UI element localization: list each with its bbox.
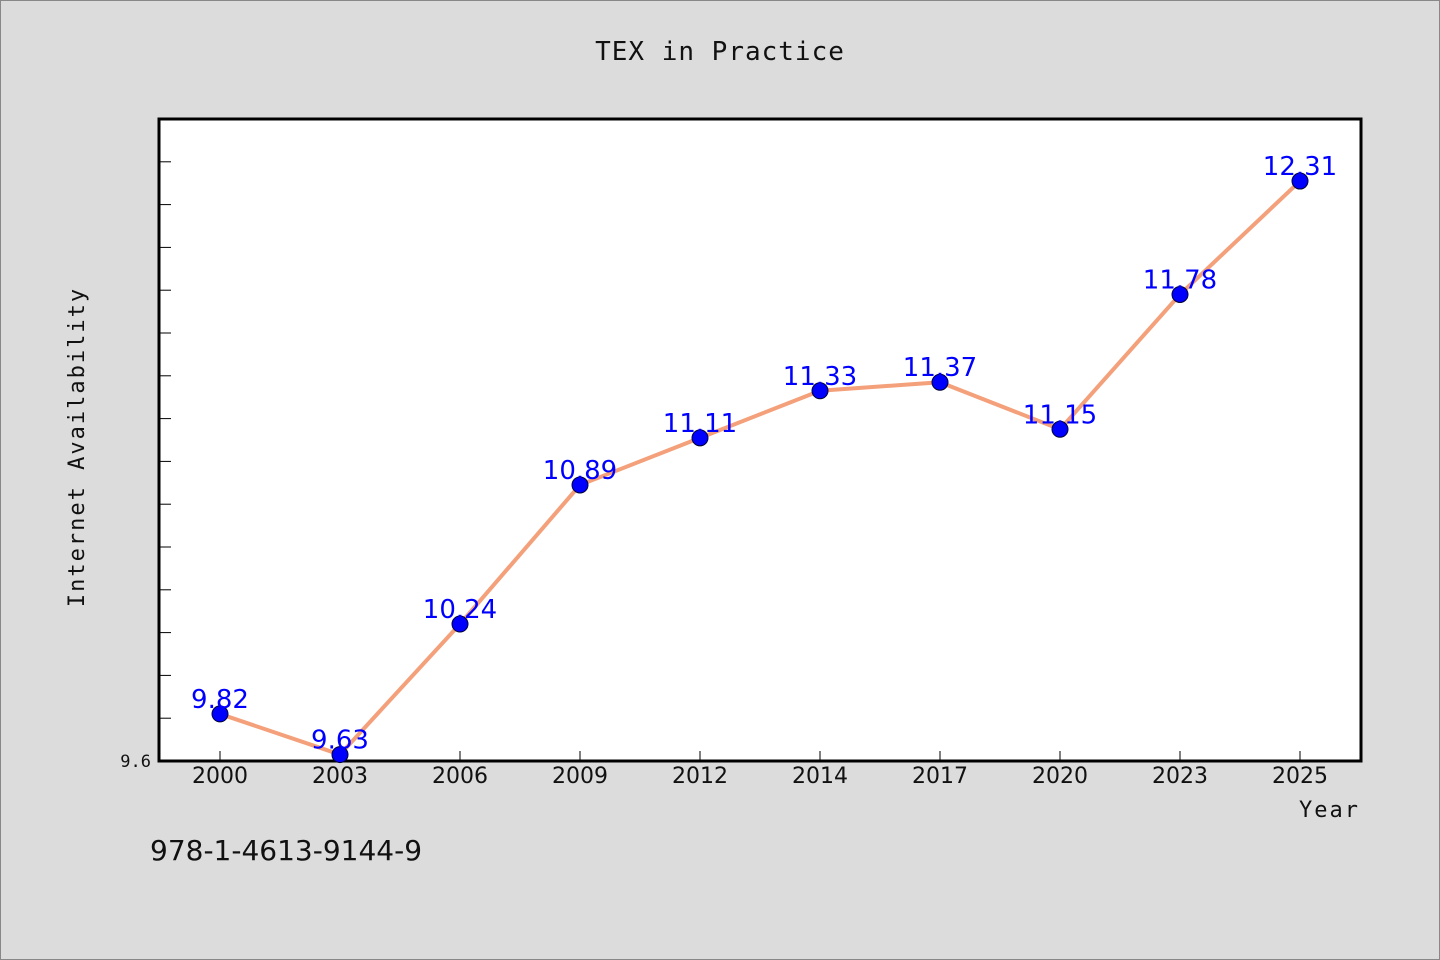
data-point (211, 705, 229, 723)
data-point (1051, 420, 1069, 438)
data-point (691, 429, 709, 447)
y-axis-tick-labels: 9.6 (120, 752, 151, 772)
data-label: 11.78 (1143, 265, 1217, 295)
x-axis-label: Year (1299, 798, 1360, 823)
series-line (219, 179, 1302, 757)
chart-title: TEX in Practice (595, 37, 845, 67)
x-axis-tick-labels: 2000 2003 2006 2009 2012 2014 2017 2020 2023 2025 (192, 764, 1328, 789)
data-label: 11.33 (783, 362, 857, 392)
data-label: 10.89 (543, 456, 617, 486)
x-tick-label: 2023 (1152, 764, 1208, 789)
y-axis-label: Internet Availability (65, 287, 90, 607)
x-tick-label: 2020 (1032, 764, 1088, 789)
x-tick-label: 2003 (312, 764, 368, 789)
data-label: 11.37 (903, 353, 977, 383)
data-label: 9.82 (191, 685, 249, 715)
data-point (451, 615, 469, 633)
x-tick-label: 2006 (432, 764, 488, 789)
x-tick-label: 2012 (672, 764, 728, 789)
series-group: 9.82 9.63 10.24 10.89 11.11 11.33 11.37 11.15 11… (191, 152, 1337, 764)
x-axis-ticks (219, 751, 1301, 761)
data-label: 10.24 (423, 595, 497, 625)
x-tick-label: 2017 (912, 764, 968, 789)
x-tick-label: 2025 (1272, 764, 1328, 789)
y-tick-label: 9.6 (120, 752, 151, 772)
data-point (1171, 285, 1189, 303)
y-axis-ticks (159, 161, 171, 762)
data-label: 11.15 (1023, 400, 1097, 430)
x-tick-label: 2014 (792, 764, 848, 789)
data-point (571, 476, 589, 494)
plot-area (157, 117, 1363, 763)
data-point (931, 373, 949, 391)
data-point (331, 746, 349, 764)
isbn-text: 978-1-4613-9144-9 (150, 834, 423, 867)
data-label: 9.63 (311, 726, 369, 756)
x-tick-label: 2000 (192, 764, 248, 789)
x-tick-label: 2009 (552, 764, 608, 789)
data-point (1291, 172, 1309, 190)
data-label: 12.31 (1263, 152, 1337, 182)
data-point (811, 382, 829, 400)
data-label: 11.11 (663, 409, 737, 439)
